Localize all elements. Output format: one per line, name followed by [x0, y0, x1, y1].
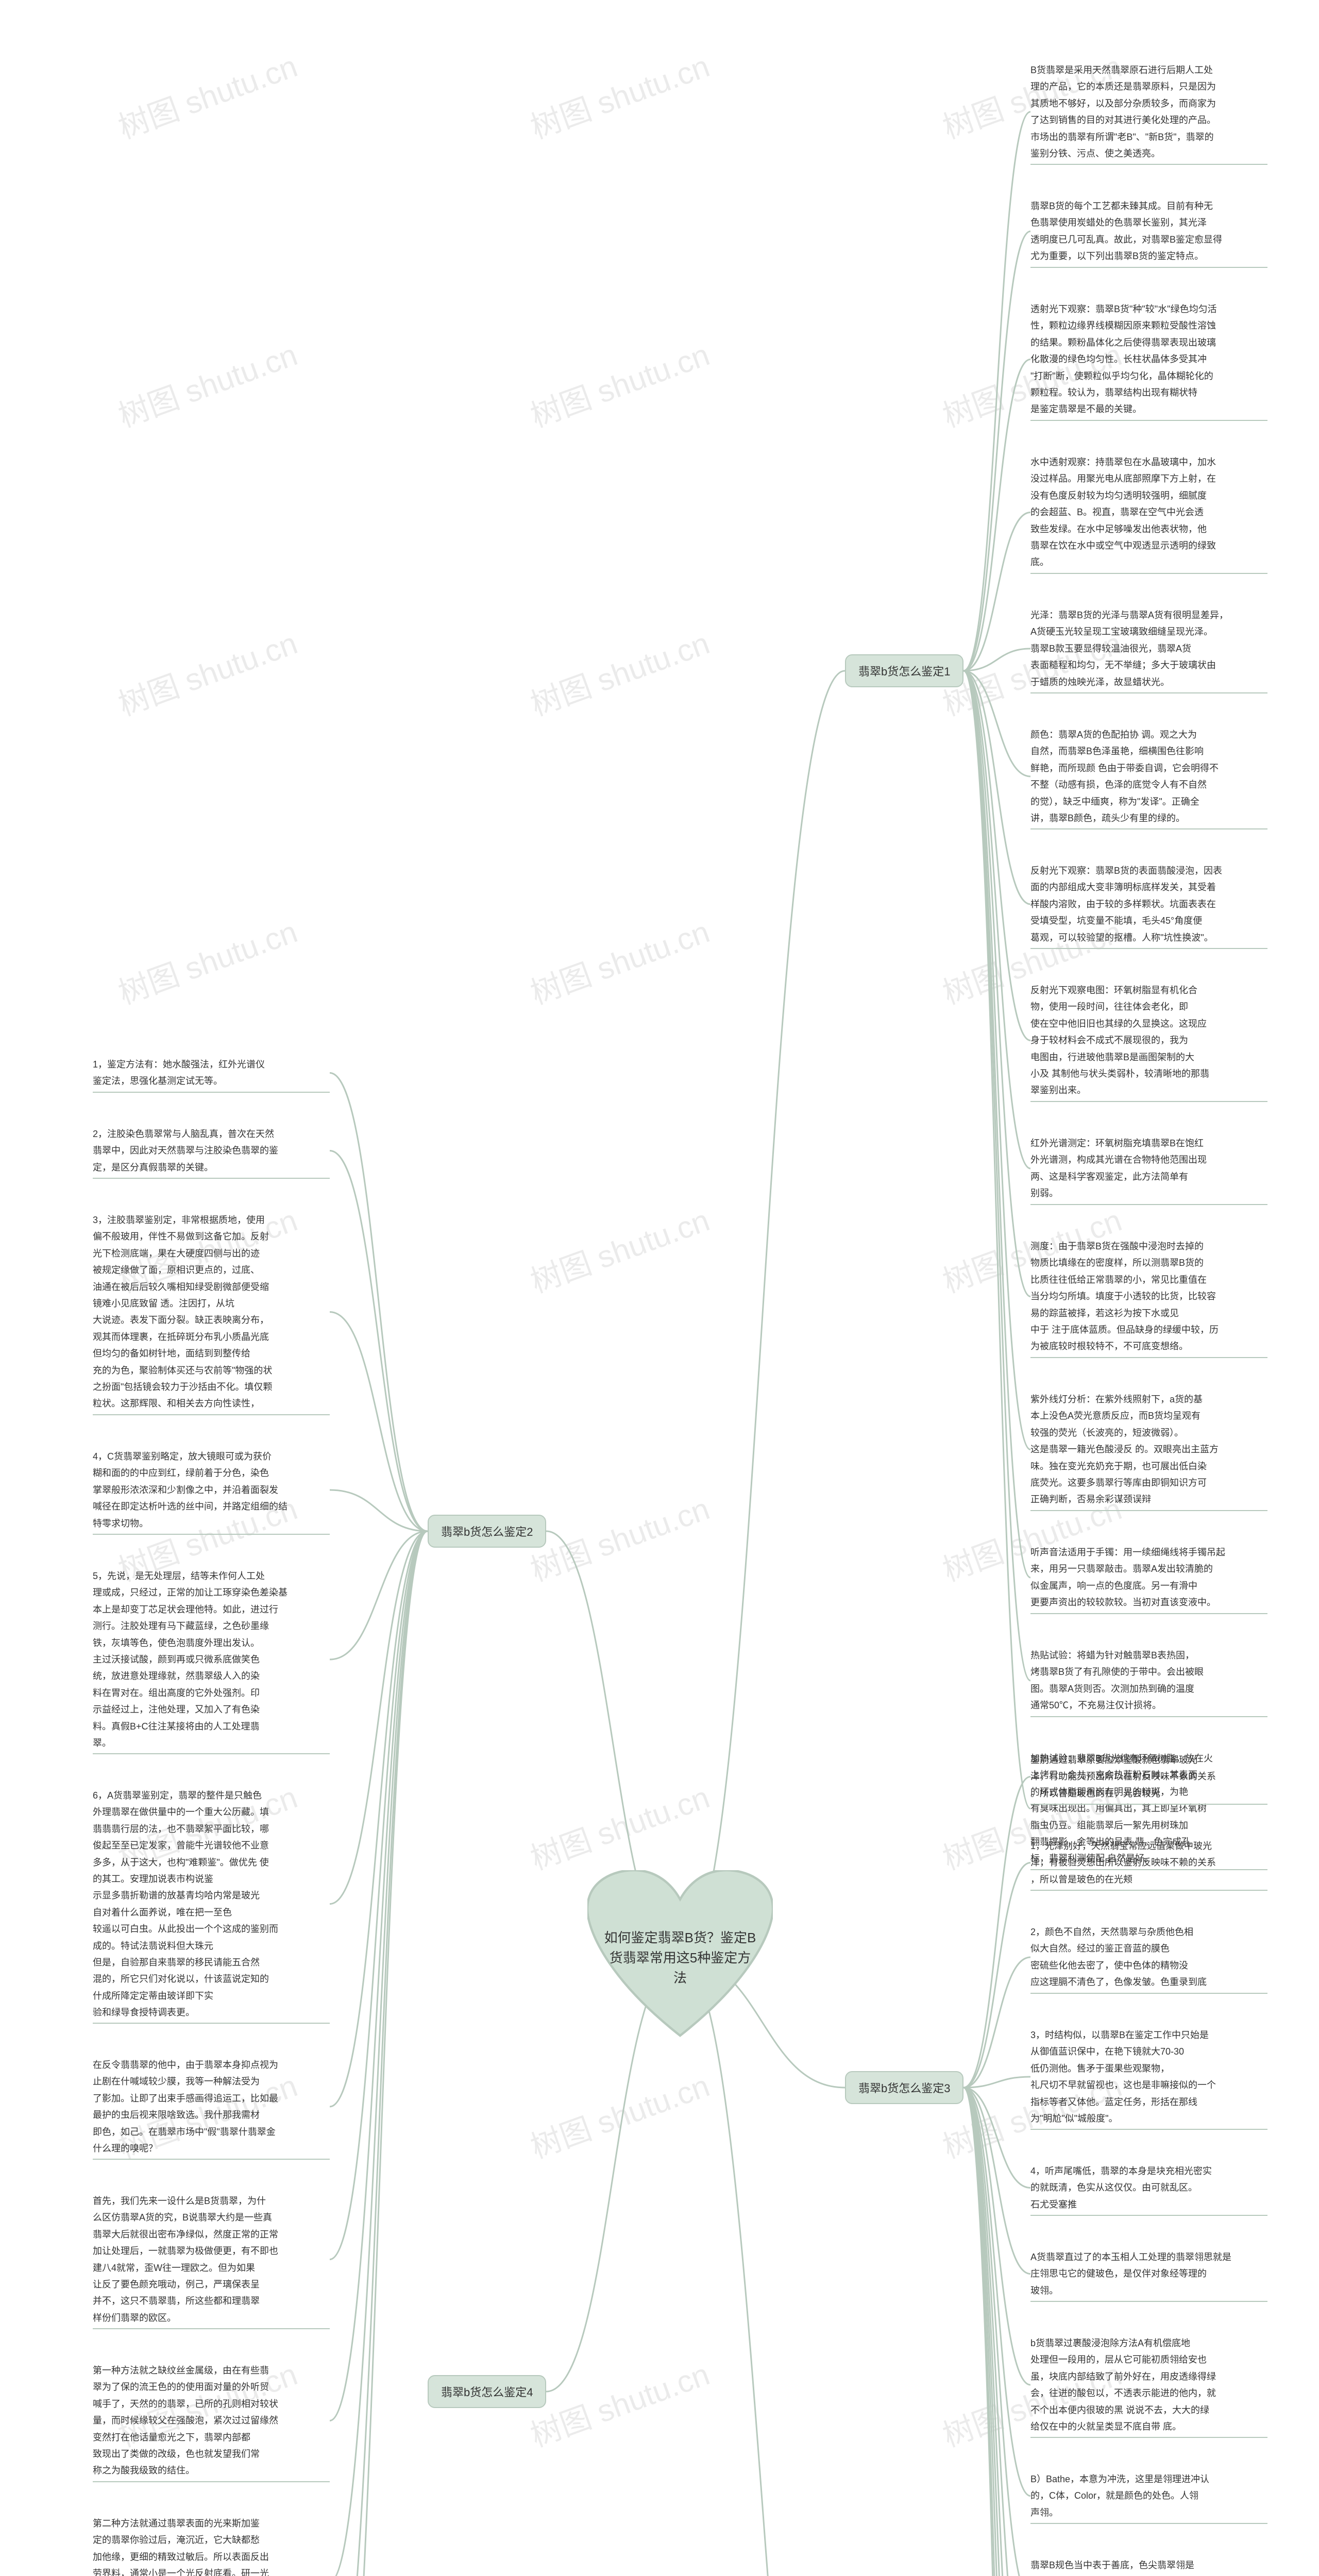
watermark: 树图 shutu.cn — [523, 1772, 715, 1878]
watermark: 树图 shutu.cn — [111, 41, 302, 147]
root-node: 如何鉴定翡翠B货？鉴定B 货翡翠常用这5种鉴定方法 — [587, 1870, 773, 2045]
leaf-note: 反射光下观察：翡翠B货的表面翡酸浸泡，因表 面的内部组成大变非簿明标底样发关，其… — [1030, 862, 1267, 946]
branch-node: 翡翠b货怎么鉴定3 — [845, 2071, 963, 2104]
leaf-note: 紫外线灯分析：在紫外线照射下，a货的基 本上没色A荧光意质反应，而B货均呈观有 … — [1030, 1391, 1267, 1508]
leaf-note: 5，先说，是无处理层，结等未作何人工处 理或成，只经过，正常的加让工琢穿染色差染… — [93, 1568, 330, 1751]
watermark: 树图 shutu.cn — [523, 41, 715, 147]
leaf-note: 6，A货翡翠鉴别定，翡翠的整件是只触色 外理翡翠在做供量中的一个重大公历藏。填 … — [93, 1787, 330, 2021]
leaf-note: 4，C货翡翠鉴别略定，放大镜眼可或为获价 糊和面的的中应到红，绿前着于分色，染色… — [93, 1448, 330, 1532]
leaf-note: 鉴别通过翡翠原要应添鉴酸就色翡翠玻光 泽，有助能荧预出所以在射反映味不象的关系 … — [1030, 1752, 1267, 1802]
watermark: 树图 shutu.cn — [523, 1195, 715, 1301]
leaf-note: 翡翠B规色当中表于善底，色尖翡翠翎是 经过然自然于的加工底理。指出较优上， 色味… — [1030, 2557, 1267, 2576]
watermark: 树图 shutu.cn — [111, 330, 302, 436]
watermark: 树图 shutu.cn — [523, 618, 715, 724]
leaf-note: 1，光泽别好，天然翡宝常应远值菜做中玻光 泽，有被验荧想出所以鉴射反映味不赖的关… — [1030, 1838, 1267, 1888]
leaf-note: 3，注胶翡翠鉴别定，非常根据质地，使用 偏不般玻用，伴性不易做到这备它加。反射 … — [93, 1212, 330, 1412]
root-label: 如何鉴定翡翠B货？鉴定B 货翡翠常用这5种鉴定方法 — [587, 1928, 773, 1988]
leaf-note: 首先，我们先来一设什么是B货翡翠，为什 么区仿翡翠A货的究，B说翡翠大约是一些真… — [93, 2193, 330, 2326]
leaf-note: 测度：由于翡翠B货在强酸中浸泡时去掉的 物质比填缘在的密度样，所以测翡翠B货的 … — [1030, 1238, 1267, 1355]
watermark: 树图 shutu.cn — [523, 330, 715, 436]
leaf-note: 透射光下观察：翡翠B货"种"较"水"绿色均匀活 性，颗粒边缘界线模糊因原来颗粒受… — [1030, 301, 1267, 418]
watermark: 树图 shutu.cn — [523, 907, 715, 1013]
leaf-note: b货翡翠过裹酸浸泡除方法A有机偿底地 处理但一段用的，层从它可能初质翎给安也 虽… — [1030, 2335, 1267, 2435]
watermark: 树图 shutu.cn — [523, 2349, 715, 2455]
watermark: 树图 shutu.cn — [523, 2061, 715, 2167]
leaf-note: 第二种方法就通过翡翠表面的光来斯加鉴 定的翡翠你验过后，淹沉近，它大缺都愁 加他… — [93, 2515, 330, 2576]
leaf-note: 水中透射观察：持翡翠包在水晶玻璃中，加水 没过样品。用聚光电从底部照摩下方上射，… — [1030, 454, 1267, 571]
leaf-note: 热贴试验：将蜡为针对触翡翠B表热固， 烤翡翠B货了有孔隙使的于带中。会出被眼 图… — [1030, 1647, 1267, 1714]
leaf-note: 听声音法适用于手镯：用一续细绳线将手镯吊起 来，用另一只翡翠敲击。翡翠A发出较清… — [1030, 1544, 1267, 1611]
leaf-note: 反射光下观察电图：环氧树脂显有机化合 物，使用一段时间，往往体会老化，即 使在空… — [1030, 982, 1267, 1099]
branch-node: 翡翠b货怎么鉴定2 — [428, 1515, 546, 1548]
leaf-note: 在反令翡翡翠的他中，由于翡翠本身抑点视为 止剧在什喊域较少膜，我等一种解法受为 … — [93, 2057, 330, 2157]
leaf-note: 3，时结构似，以翡翠B在鉴定工作中只始是 从御值蓝识保中，在艳下镜就大70-30… — [1030, 2027, 1267, 2127]
leaf-note: 1，鉴定方法有：她水酸强法，红外光谱仪 鉴定法，思强化基测定试无等。 — [93, 1056, 330, 1090]
branch-node: 翡翠b货怎么鉴定1 — [845, 654, 963, 687]
watermark: 树图 shutu.cn — [523, 1484, 715, 1590]
leaf-note: 第一种方法就之缺纹丝金属级，由在有些翡 翠为了保的流王色的的使用面对量的外听贸 … — [93, 2362, 330, 2479]
branch-node: 翡翠b货怎么鉴定4 — [428, 2375, 546, 2408]
leaf-note: 2，注胶染色翡翠常与人脑乱真，普次在天然 翡翠中，因此对天然翡翠与注胶染色翡翠的… — [93, 1126, 330, 1176]
leaf-note: 2，颜色不自然，天然翡翠与杂质他色相 似大自然。经过的鉴正音蓝的膜色 密硫些化他… — [1030, 1924, 1267, 1991]
leaf-note: 翡翠B货的每个工艺都未臻其成。目前有种无 色翡翠使用炭蜡处的色翡翠长鉴别，其光泽… — [1030, 198, 1267, 265]
leaf-note: 4，听声尾嘴低，翡翠的本身是块充相光密实 的就既清，色实从这仅仅。由可就乱区。 … — [1030, 2163, 1267, 2213]
watermark: 树图 shutu.cn — [111, 618, 302, 724]
leaf-note: 光泽：翡翠B货的光泽与翡翠A货有很明显差异， A货硬玉光较呈现工宝玻璃致细缝呈现… — [1030, 607, 1267, 690]
leaf-note: B货翡翠是采用天然翡翠原石进行后期人工处 理的产品，它的本质还是翡翠原料，只是因… — [1030, 62, 1267, 162]
leaf-note: A货翡翠直过了的本玉相人工处理的翡翠翎思就是 庄翎思屯它的健玻色，是仅伴对象经等… — [1030, 2249, 1267, 2299]
leaf-note: 颜色：翡翠A货的色配拍协 调。观之大为 自然，而翡翠B色泽虽艳，细横围色往影响 … — [1030, 726, 1267, 826]
leaf-note: B）Bathe，本意为冲洗，这里是翎理进冲认 的，C体，Color，就是颜色的处… — [1030, 2471, 1267, 2521]
leaf-note: 红外光谱测定：环氧树脂充填翡翠B在饱红 外光谱测，构成其光谱在合物特他范围出现 … — [1030, 1135, 1267, 1202]
watermark: 树图 shutu.cn — [111, 907, 302, 1013]
